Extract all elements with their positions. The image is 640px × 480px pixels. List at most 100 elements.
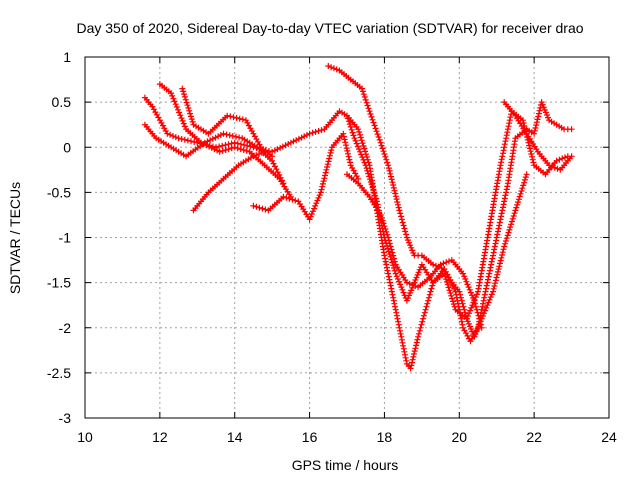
data-point-marker — [269, 153, 276, 160]
data-point-marker — [490, 285, 497, 292]
data-point-marker — [392, 190, 399, 197]
data-point-marker — [342, 139, 349, 146]
data-point-marker — [226, 132, 233, 139]
data-point-marker — [495, 266, 502, 273]
data-point-marker — [399, 219, 406, 226]
data-point-marker — [253, 203, 260, 210]
data-point-marker — [397, 330, 404, 337]
data-point-marker — [285, 141, 292, 147]
data-point-marker — [535, 113, 542, 120]
data-point-marker — [568, 153, 575, 160]
x-tick-label: 12 — [152, 429, 168, 445]
data-point-marker — [407, 365, 414, 372]
data-point-marker — [178, 115, 185, 122]
data-point-marker — [473, 306, 480, 313]
data-point-marker — [398, 284, 405, 291]
data-point-marker — [372, 125, 379, 132]
data-series — [141, 63, 575, 372]
data-point-marker — [467, 289, 474, 296]
data-point-marker — [206, 143, 212, 150]
data-point-marker — [511, 210, 518, 217]
data-point-marker — [523, 171, 530, 178]
data-point-marker — [274, 146, 281, 153]
data-point-marker — [539, 101, 546, 108]
data-point-marker — [181, 123, 188, 130]
data-point-marker — [237, 146, 244, 153]
y-tick-label: -1.5 — [47, 275, 71, 291]
series-line — [193, 151, 265, 211]
data-point-marker — [446, 287, 453, 294]
data-point-marker — [368, 113, 375, 120]
data-point-marker — [369, 116, 376, 123]
data-point-marker — [475, 312, 482, 319]
data-point-marker — [357, 134, 364, 141]
data-point-marker — [502, 238, 509, 244]
data-point-marker — [200, 141, 207, 147]
data-point-marker — [326, 155, 333, 162]
data-point-marker — [391, 187, 398, 194]
data-point-marker — [530, 159, 537, 166]
data-point-marker — [175, 135, 182, 142]
data-point-marker — [503, 235, 510, 242]
data-point-marker — [504, 126, 511, 133]
data-point-marker — [516, 193, 523, 200]
data-point-marker — [325, 158, 332, 165]
data-point-marker — [333, 66, 340, 73]
data-point-marker — [437, 261, 444, 268]
series-sat-e — [190, 148, 268, 214]
data-point-marker — [314, 197, 321, 204]
y-tick-label: 0 — [63, 139, 71, 155]
data-point-marker — [403, 231, 410, 238]
data-point-marker — [473, 291, 480, 298]
data-point-marker — [390, 265, 397, 271]
data-point-marker — [559, 155, 566, 162]
series-sat-i — [344, 171, 485, 331]
data-point-marker — [312, 128, 319, 135]
data-point-marker — [452, 288, 459, 295]
data-point-marker — [416, 327, 423, 334]
data-point-marker — [468, 304, 475, 311]
data-point-marker — [379, 217, 386, 224]
data-point-marker — [481, 294, 488, 301]
data-point-marker — [409, 281, 416, 288]
data-point-marker — [409, 356, 416, 363]
data-point-marker — [384, 159, 391, 166]
y-tick-label: -1 — [59, 230, 72, 246]
data-point-marker — [499, 252, 506, 258]
data-point-marker — [349, 129, 356, 136]
data-point-marker — [531, 130, 538, 137]
data-point-marker — [562, 154, 568, 161]
data-point-marker — [462, 276, 469, 282]
data-point-marker — [293, 137, 300, 144]
x-tick-label: 14 — [227, 429, 243, 445]
data-point-marker — [250, 153, 257, 160]
data-point-marker — [391, 258, 398, 265]
data-point-marker — [181, 91, 187, 98]
data-point-marker — [548, 163, 555, 170]
data-point-marker — [398, 216, 405, 223]
data-point-marker — [424, 300, 431, 307]
data-point-marker — [173, 104, 180, 110]
data-point-marker — [378, 214, 385, 221]
axis-ticks: 10 12 14 16 18 20 22 24 -3 -2.5 -2 -1.5 -1 -0.5 0 0.5 1 — [47, 49, 617, 445]
data-point-marker — [392, 270, 399, 277]
data-point-marker — [519, 185, 526, 192]
data-point-marker — [400, 342, 407, 349]
data-point-marker — [184, 102, 191, 109]
data-point-marker — [397, 281, 404, 288]
data-point-marker — [402, 228, 409, 235]
data-point-marker — [178, 136, 185, 142]
data-point-marker — [258, 149, 265, 156]
data-point-marker — [216, 143, 223, 150]
data-point-marker — [531, 127, 538, 134]
x-tick-label: 18 — [377, 429, 393, 445]
data-point-marker — [446, 258, 452, 265]
data-point-marker — [386, 167, 393, 174]
data-point-marker — [179, 117, 186, 124]
data-point-marker — [494, 268, 501, 275]
data-point-marker — [533, 122, 540, 129]
data-point-marker — [357, 131, 363, 138]
data-point-marker — [183, 99, 190, 106]
data-point-marker — [191, 139, 198, 145]
